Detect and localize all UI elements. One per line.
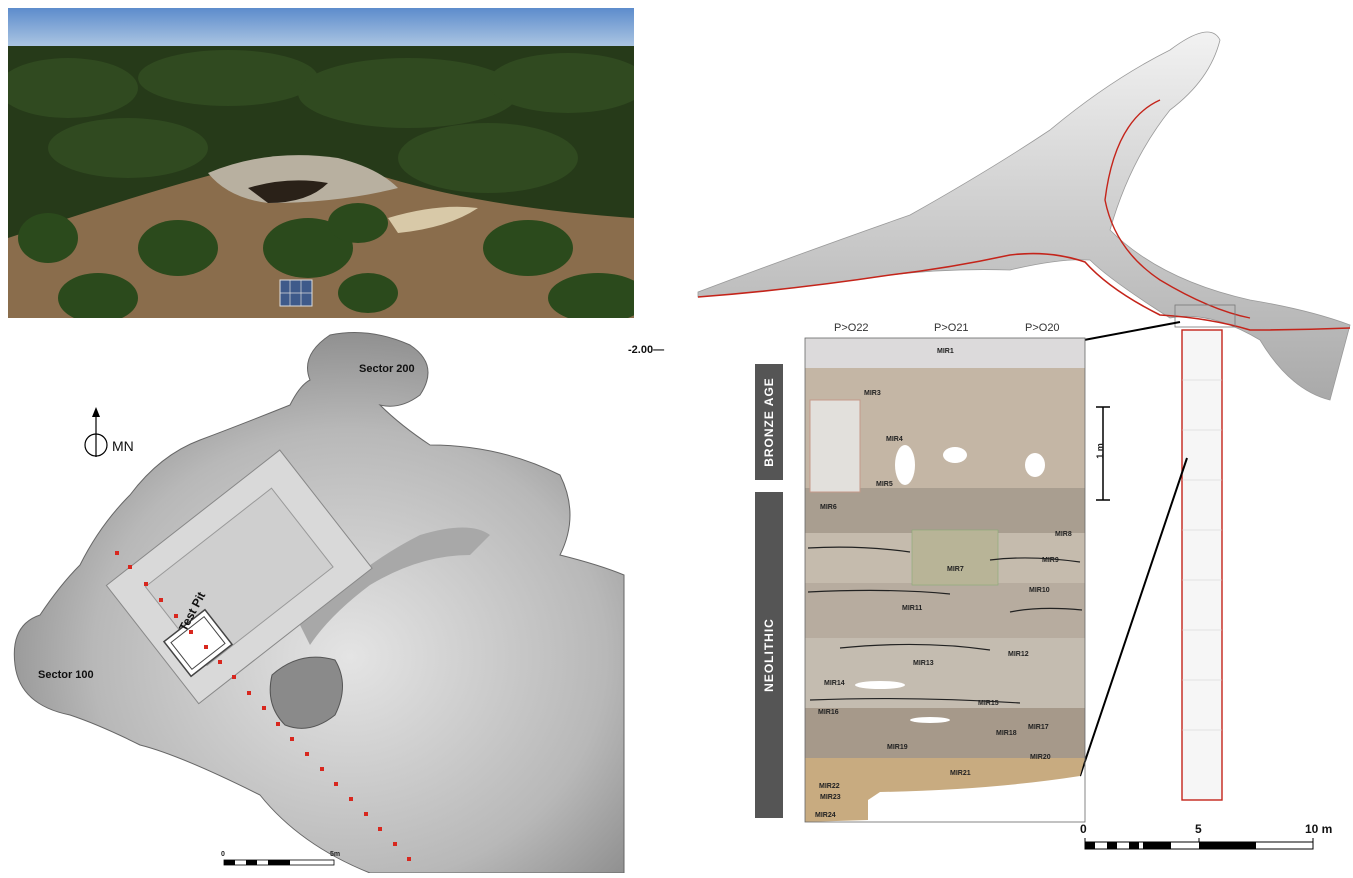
layer-mir11: MIR11: [902, 605, 923, 612]
vertical-scale-label: 1 m: [1094, 443, 1105, 459]
column-label-2: P>O21: [934, 322, 969, 334]
layer-mir6: MIR6: [820, 504, 837, 511]
layer-mir5: MIR5: [876, 481, 893, 488]
layer-mir12: MIR12: [1008, 651, 1029, 658]
column-label-3: P>O20: [1025, 322, 1060, 334]
layer-mir17: MIR17: [1028, 724, 1049, 731]
plan-scale-zero: 0: [221, 851, 225, 858]
plan-scale-end: 5m: [330, 851, 341, 858]
layer-mir19: MIR19: [887, 744, 908, 751]
solar-panel: [279, 279, 313, 307]
elevation-label: -2.00—: [628, 344, 665, 356]
layer-mir14: MIR14: [824, 680, 845, 687]
column-label-1: P>O22: [834, 322, 869, 334]
layer-mir21: MIR21: [950, 770, 971, 777]
cave-profile-and-section: [697, 31, 1351, 850]
layer-mir4: MIR4: [886, 436, 903, 443]
layer-mir8: MIR8: [1055, 531, 1072, 538]
layer-mir24: MIR24: [815, 812, 836, 819]
scale-label-5: 5: [1195, 822, 1202, 836]
site-landscape-photo: [8, 8, 634, 318]
layer-mir15: MIR15: [978, 700, 999, 707]
sector-100-label: Sector 100: [38, 669, 94, 681]
layer-mir22: MIR22: [819, 783, 840, 790]
period-bronze-age: BRONZE AGE: [755, 364, 783, 480]
cave-plan-model: Sector 200 Sector 100 Test Pit MN 0 5m: [0, 325, 680, 874]
vertical-1m-scale: [1096, 406, 1110, 501]
layer-mir20: MIR20: [1030, 754, 1051, 761]
scale-label-0: 0: [1080, 822, 1087, 836]
section-line-markers: [115, 551, 411, 861]
test-pit: [162, 608, 234, 678]
plan-scale-bar: [223, 859, 335, 866]
north-label: MN: [112, 438, 134, 454]
layer-mir3: MIR3: [864, 390, 881, 397]
layer-mir13: MIR13: [913, 660, 934, 667]
layer-mir10: MIR10: [1029, 587, 1050, 594]
scale-label-10: 10 m: [1305, 822, 1333, 836]
sector-200-label: Sector 200: [359, 363, 415, 375]
layer-mir18: MIR18: [996, 730, 1017, 737]
stratigraphic-section: [804, 337, 1086, 823]
layer-mir1: MIR1: [937, 348, 954, 355]
layer-mir9: MIR9: [1042, 557, 1059, 564]
north-arrow-icon: [84, 407, 108, 457]
main-scale-bar: [1084, 838, 1314, 850]
layer-mir7: MIR7: [947, 566, 964, 573]
layer-mir16: MIR16: [818, 709, 839, 716]
layer-mir23: MIR23: [820, 794, 841, 801]
period-neolithic: NEOLITHIC: [755, 492, 783, 818]
